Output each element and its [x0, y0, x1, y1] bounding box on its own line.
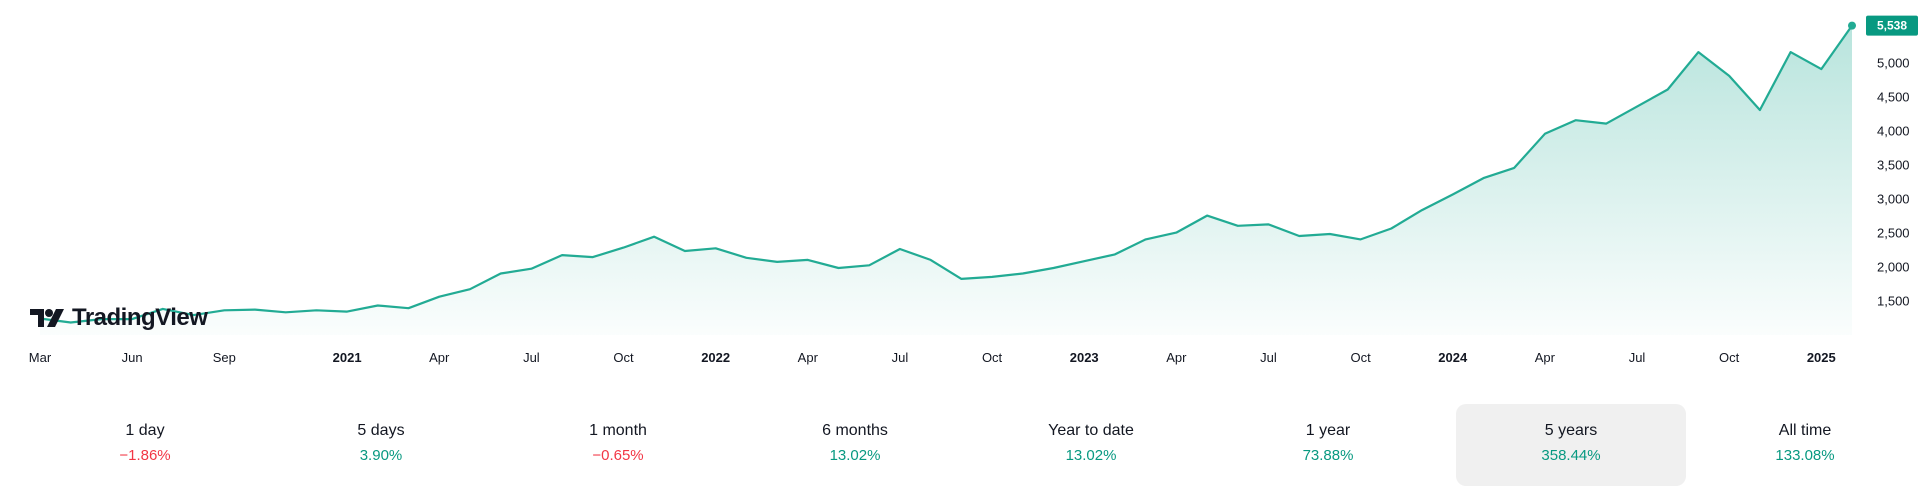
period-change: 133.08% — [1775, 447, 1835, 464]
period-change: 13.02% — [829, 447, 881, 464]
x-tick-label: 2025 — [1807, 350, 1836, 365]
period-label: 5 years — [1544, 422, 1598, 439]
period-label: 5 days — [357, 422, 405, 439]
x-tick-label: Mar — [29, 350, 52, 365]
x-tick-label: Apr — [798, 350, 819, 365]
period-label: Year to date — [1048, 422, 1134, 439]
x-tick-label: Apr — [1166, 350, 1187, 365]
period-1-month[interactable]: 1 month −0.65% — [503, 404, 733, 486]
x-tick-label: 2023 — [1070, 350, 1099, 365]
y-tick-label: 3,500 — [1877, 157, 1910, 172]
period-5-days[interactable]: 5 days 3.90% — [266, 404, 496, 486]
period-label: All time — [1778, 422, 1832, 439]
x-tick-label: Oct — [613, 350, 634, 365]
x-tick-label: Sep — [213, 350, 236, 365]
period-label: 6 months — [822, 422, 888, 439]
y-tick-label: 2,000 — [1877, 260, 1910, 275]
x-tick-label: Apr — [1535, 350, 1556, 365]
price-area — [40, 25, 1852, 335]
last-value-label: 5,538 — [1848, 15, 1918, 36]
tradingview-logo-icon — [30, 309, 64, 327]
y-tick-label: 1,500 — [1877, 294, 1910, 309]
y-tick-label: 3,000 — [1877, 192, 1910, 207]
price-line — [39, 24, 1853, 324]
last-value-text: 5,538 — [1877, 19, 1907, 33]
y-tick-label: 4,000 — [1877, 123, 1910, 138]
period-change: −1.86% — [119, 447, 171, 464]
brand-name: TradingView — [72, 304, 208, 331]
x-tick-label: Jul — [523, 350, 540, 365]
period-year-to-date[interactable]: Year to date 13.02% — [976, 404, 1206, 486]
period-change: 73.88% — [1302, 447, 1354, 464]
period-label: 1 day — [125, 422, 165, 439]
x-tick-label: Jun — [122, 350, 143, 365]
period-change: 358.44% — [1541, 447, 1601, 464]
x-tick-label: Oct — [1350, 350, 1371, 365]
period-5-years[interactable]: 5 years 358.44% — [1456, 404, 1686, 486]
period-1-day[interactable]: 1 day −1.86% — [30, 404, 260, 486]
x-tick-label: Jul — [892, 350, 909, 365]
y-tick-label: 2,500 — [1877, 226, 1910, 241]
period-change: −0.65% — [592, 447, 644, 464]
period-change: 3.90% — [359, 447, 403, 464]
period-all-time[interactable]: All time 133.08% — [1690, 404, 1920, 486]
price-chart[interactable]: Mar Jun Sep 2021 Apr Jul Oct 2022 Apr Jul Oct 2023 A… — [0, 0, 1920, 380]
x-tick-label: 2022 — [701, 350, 730, 365]
y-tick-label: 5,000 — [1877, 55, 1910, 70]
last-value-badge — [1866, 15, 1918, 36]
period-6-months[interactable]: 6 months 13.02% — [740, 404, 970, 486]
x-tick-label: Apr — [429, 350, 450, 365]
x-tick-label: Jul — [1629, 350, 1646, 365]
x-tick-label: Oct — [1719, 350, 1740, 365]
x-tick-label: Jul — [1260, 350, 1277, 365]
y-tick-label: 4,500 — [1877, 89, 1910, 104]
period-1-year[interactable]: 1 year 73.88% — [1213, 404, 1443, 486]
period-change: 13.02% — [1065, 447, 1117, 464]
period-label: 1 month — [589, 422, 647, 439]
x-tick-label: Oct — [982, 350, 1003, 365]
tradingview-logo[interactable]: TradingView — [30, 304, 208, 332]
x-tick-label: 2021 — [333, 350, 362, 365]
x-tick-label: 2024 — [1438, 350, 1468, 365]
performance-periods: 1 day −1.86% 5 days 3.90% 1 month −0.65% 6 mon… — [0, 404, 1920, 488]
last-value-dot — [1848, 21, 1856, 30]
period-label: 1 year — [1305, 422, 1351, 439]
